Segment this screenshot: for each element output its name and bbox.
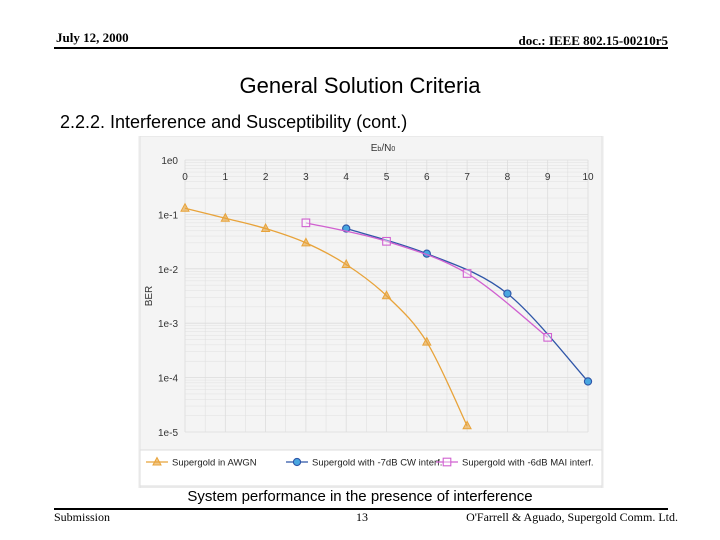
x-tick-label: 3 [303,172,309,183]
x-tick-label: 6 [424,172,430,183]
legend-label: Supergold with -6dB MAI interf. [462,458,593,469]
data-point-triangle [260,222,271,233]
x-axis-label: Eb/N0 [371,143,396,154]
y-axis-label: BER [144,286,155,307]
y-tick-label: 1e-2 [158,265,178,276]
y-tick-label: 1e0 [161,156,178,167]
header-rule [54,47,668,49]
x-tick-label: 8 [505,172,511,183]
chart-frame [139,136,603,488]
data-point-triangle [301,237,311,247]
x-tick-label: 0 [182,172,188,183]
y-tick-labels: 1e0 1e-1 1e-2 1e-3 1e-4 1e-5 [158,156,178,439]
y-tick-label: 1e-3 [158,319,178,330]
data-point-circle [292,457,302,467]
data-point-triangle [341,258,352,268]
data-point-circle [583,377,593,386]
data-point-square [301,218,311,228]
chart-series [180,202,593,430]
data-point-triangle [180,202,190,212]
footer-page-number: 13 [356,510,368,524]
x-tick-label: 4 [343,172,349,183]
x-tick-label: 5 [384,172,390,183]
legend-label: Supergold with -7dB CW interf. [312,458,442,469]
series-group [180,202,472,430]
x-tick-labels: 0 1 2 3 4 5 6 7 8 9 10 [182,172,594,183]
slide-subtitle: 2.2.2. Interference and Susceptibility (… [60,112,408,132]
footer-submission: Submission [54,510,111,524]
legend-box [139,449,603,487]
x-tick-label: 9 [545,172,551,183]
chart-background [138,136,604,488]
data-point-triangle [381,290,392,300]
data-point-square [442,457,452,467]
series-group [301,218,553,342]
y-tick-label: 1e-1 [158,210,178,221]
chart-legend: Supergold in AWGN Supergold with -7dB CW … [146,456,593,469]
data-point-square [462,269,472,278]
y-tick-label: 1e-4 [158,374,178,385]
x-tick-label: 2 [263,172,269,183]
data-point-circle [503,289,512,298]
header-date: July 12, 2000 [56,30,129,45]
figure-caption: System performance in the presence of in… [187,488,533,505]
data-point-triangle [421,336,432,346]
data-point-triangle [462,420,472,430]
x-tick-label: 7 [464,172,470,183]
data-point-triangle [220,212,231,222]
data-point-square [543,332,553,342]
data-point-square [382,236,391,246]
slide-title: General Solution Criteria [239,73,481,98]
header-doc-id: doc.: IEEE 802.15-00210r5 [518,33,669,48]
data-point-triangle [152,456,162,466]
chart-grid [184,159,589,433]
ber-chart: 0 1 2 3 4 5 6 7 8 9 10 1e0 1e-1 1e-2 1e-3 1e-4 1e-5 Eb/… [138,136,604,488]
footer-rule [54,508,668,510]
x-tick-label: 1 [223,172,229,183]
footer-authors: O'Farrell & Aguado, Supergold Comm. Ltd. [466,510,678,524]
x-tick-label: 10 [582,172,594,183]
legend-label: Supergold in AWGN [172,458,257,469]
series-line [305,222,549,338]
y-tick-label: 1e-5 [158,428,178,439]
